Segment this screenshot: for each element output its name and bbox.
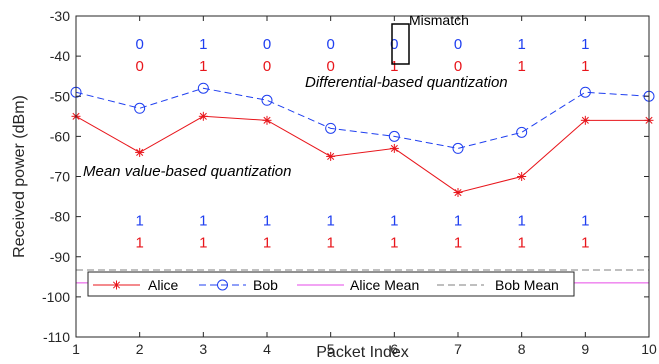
bit-label-bob: 0	[326, 36, 334, 53]
point-bob	[516, 126, 528, 138]
bit-label-alice: 1	[390, 235, 398, 252]
bit-label-bob: 1	[581, 213, 589, 230]
bit-label-bob: 1	[263, 213, 271, 230]
bit-label-bob: 1	[199, 36, 207, 53]
bit-label-bob: 0	[135, 36, 143, 53]
x-tick-label: 7	[454, 341, 462, 357]
x-tick-label: 6	[390, 341, 398, 357]
point-alice	[453, 188, 463, 198]
bit-label-alice: 0	[263, 58, 271, 75]
bit-label-bob: 1	[326, 213, 334, 230]
bit-label-alice: 1	[326, 235, 334, 252]
series-line-alice	[75, 115, 649, 194]
bit-label-alice: 1	[135, 235, 143, 252]
bit-label-alice: 1	[454, 235, 462, 252]
point-alice	[326, 151, 336, 161]
x-tick-label: 2	[136, 341, 144, 357]
x-axis-title: Packet Index	[316, 344, 409, 361]
bit-label-alice: 1	[390, 58, 398, 75]
bit-label-alice: 1	[517, 235, 525, 252]
point-bob	[134, 102, 146, 114]
bit-label-alice: 1	[517, 58, 525, 75]
x-tick-label: 8	[518, 341, 526, 357]
legend: Alice Bob Alice Mean Bob Mean	[87, 271, 575, 297]
point-alice	[580, 115, 590, 125]
bit-label-bob: 1	[390, 213, 398, 230]
bit-label-bob: 1	[517, 36, 525, 53]
legend-label-alice-mean: Alice Mean	[350, 277, 419, 293]
point-bob	[388, 130, 400, 142]
x-tick-label: 9	[581, 341, 589, 357]
bit-label-alice: 1	[199, 58, 207, 75]
bit-label-bob: 0	[390, 36, 398, 53]
y-tick-label: -80	[50, 209, 70, 225]
y-tick-label: -40	[50, 48, 70, 64]
bit-label-alice: 1	[581, 235, 589, 252]
bit-label-bob: 1	[135, 213, 143, 230]
mismatch-box	[391, 23, 410, 65]
point-alice	[517, 172, 527, 181]
legend-marker-alice	[112, 280, 121, 290]
y-tick-label: -60	[50, 128, 70, 144]
bit-label-bob: 1	[517, 213, 525, 230]
bit-label-alice: 1	[581, 58, 589, 75]
x-tick-label: 3	[199, 341, 207, 357]
y-tick-label: -110	[43, 329, 70, 345]
point-bob	[197, 82, 209, 94]
legend-label-alice: Alice	[148, 277, 179, 293]
x-tick-label: 5	[327, 341, 335, 357]
bit-label-alice: 0	[326, 58, 334, 75]
y-tick-label: -30	[50, 8, 70, 24]
bit-label-bob: 0	[263, 36, 271, 53]
bit-label-bob: 1	[454, 213, 462, 230]
x-tick-label: 1	[72, 341, 80, 357]
bit-label-bob: 0	[454, 36, 462, 53]
point-bob	[452, 142, 464, 154]
bit-label-alice: 0	[135, 58, 143, 75]
legend-label-bob-mean: Bob Mean	[495, 277, 559, 293]
point-bob	[579, 86, 591, 98]
legend-label-bob: Bob	[253, 277, 278, 293]
differential-annotation: Differential-based quantization	[305, 74, 508, 91]
legend-marker-bob	[217, 279, 228, 291]
legend-box	[87, 271, 575, 297]
y-tick-label: -90	[50, 249, 70, 265]
y-tick-label: -50	[50, 88, 70, 104]
point-alice	[389, 143, 399, 153]
y-tick-label: -100	[42, 289, 70, 305]
y-tick-label: -70	[50, 169, 70, 185]
series-line-bob	[75, 87, 650, 149]
bit-label-bob: 1	[199, 213, 207, 230]
mismatch-annotation: Mismatch	[409, 12, 469, 28]
point-alice	[135, 147, 145, 157]
bit-label-bob: 1	[581, 36, 589, 53]
bit-label-alice: 1	[199, 235, 207, 252]
point-alice	[198, 111, 208, 121]
y-axis-title: Received power (dBm)	[11, 95, 28, 258]
point-bob	[325, 122, 337, 134]
mean-annotation: Mean value-based quantization	[83, 163, 291, 180]
point-alice	[262, 115, 272, 125]
bit-label-alice: 0	[454, 58, 462, 75]
x-tick-label: 10	[641, 341, 657, 357]
bit-label-alice: 1	[263, 235, 271, 252]
x-tick-label: 4	[263, 341, 271, 357]
point-bob	[261, 94, 273, 106]
